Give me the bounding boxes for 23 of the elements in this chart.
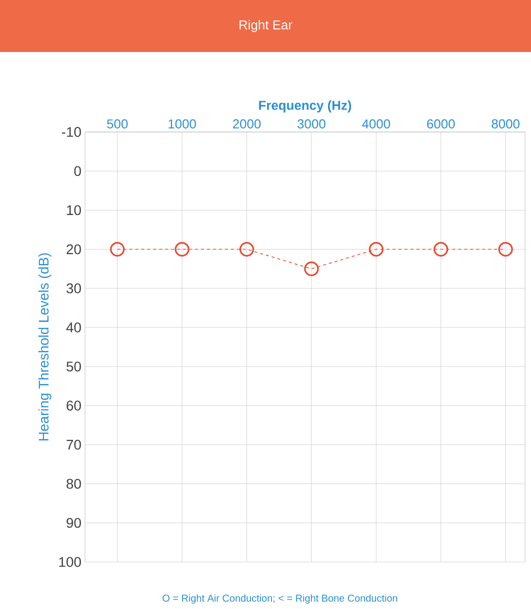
y-tick-label: 80 (66, 478, 81, 489)
y-tick-label: 30 (66, 283, 81, 294)
x-tick-label: 2000 (233, 119, 261, 128)
x-tick-label: 500 (107, 119, 128, 128)
x-tick-label: 3000 (298, 119, 326, 128)
y-tick-label: 40 (66, 322, 81, 332)
x-tick-label: 8000 (492, 119, 520, 128)
y-tick-label: -10 (62, 127, 81, 137)
x-tick-label: 1000 (168, 119, 196, 128)
y-tick-label: 20 (66, 244, 81, 254)
y-axis-title: Hearing Threshold Levels (dB) (38, 253, 52, 440)
x-axis-title: Frequency (Hz) (259, 100, 352, 112)
y-tick-label: 50 (66, 362, 81, 372)
chart-title: Right Ear (240, 20, 292, 32)
y-tick-label: 10 (67, 205, 81, 216)
x-tick-label: 6000 (427, 119, 455, 128)
y-tick-label: 90 (66, 518, 81, 528)
text: O = Right Air Conduction; < = Right Bone Conduction (162, 594, 398, 604)
y-tick-label: 100 (59, 557, 81, 567)
y-tick-label: 70 (66, 440, 81, 450)
y-tick-label: 0 (74, 166, 81, 176)
x-tick-label: 4000 (362, 119, 390, 128)
y-tick-label: 60 (66, 400, 81, 411)
